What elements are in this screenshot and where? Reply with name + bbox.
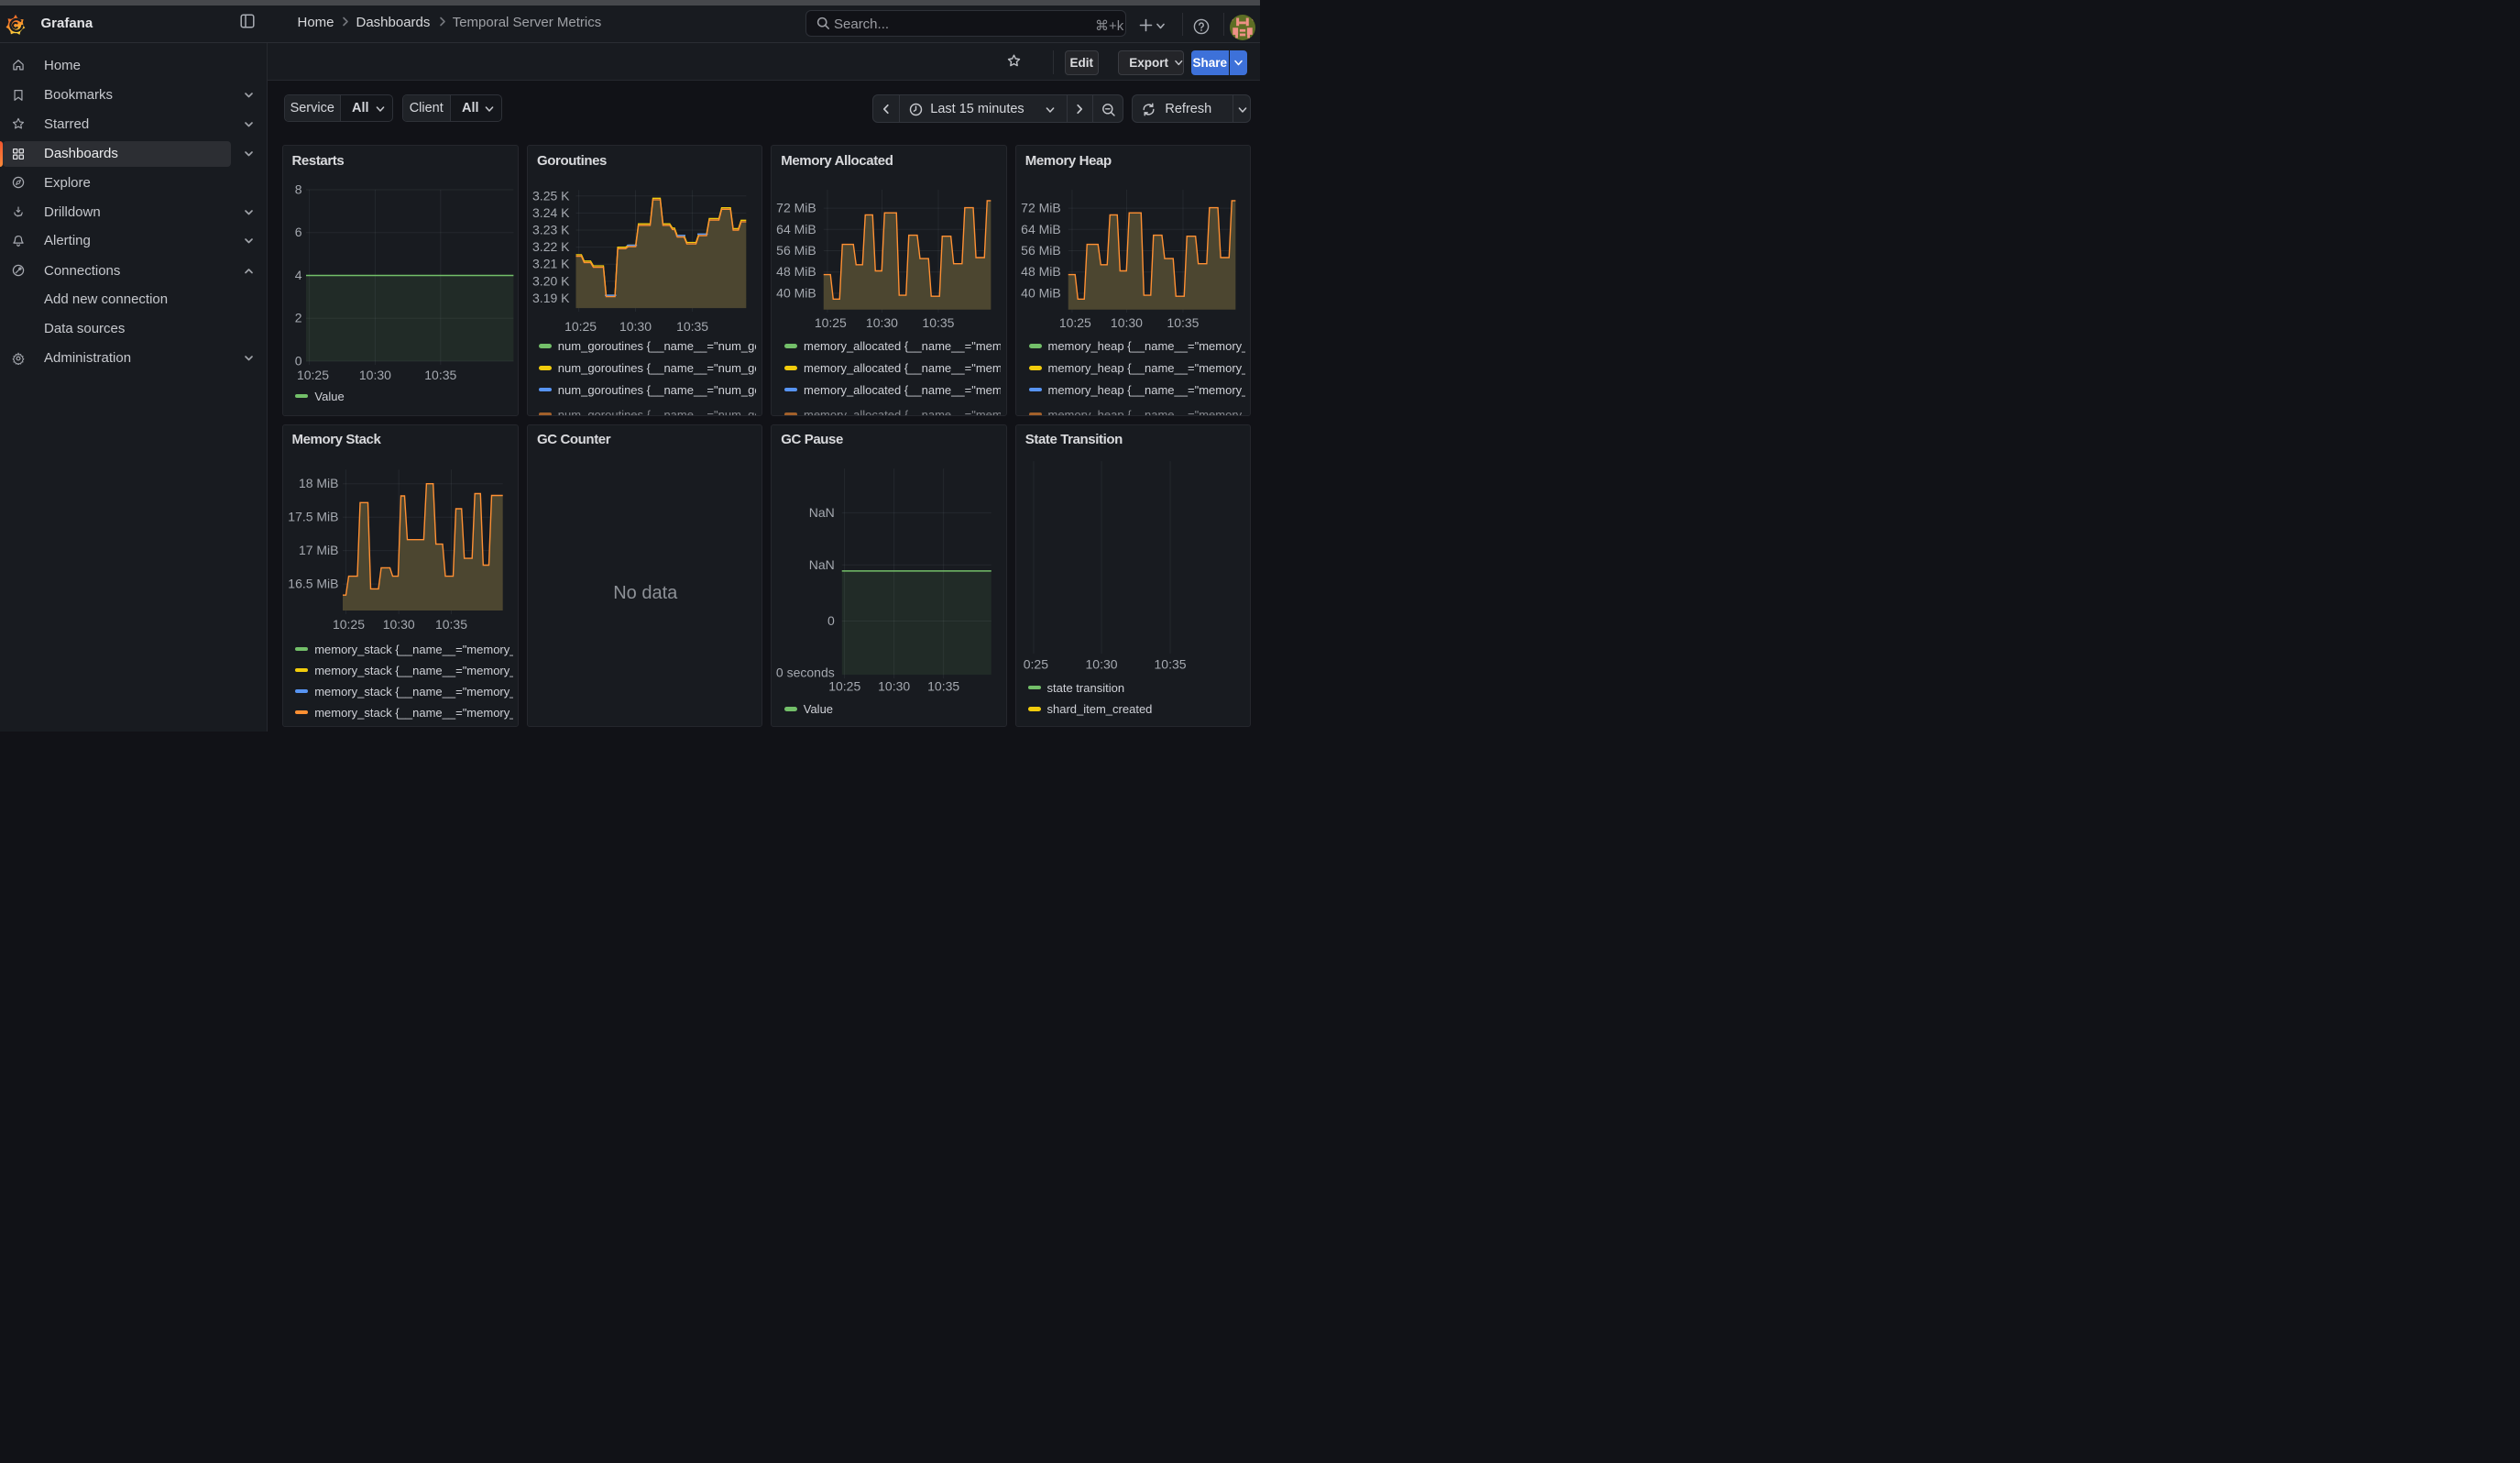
svg-text:10:30: 10:30 (382, 616, 414, 631)
svg-text:56 MiB: 56 MiB (776, 243, 816, 258)
svg-text:10:35: 10:35 (434, 616, 466, 631)
svg-text:64 MiB: 64 MiB (776, 222, 816, 236)
svg-text:40 MiB: 40 MiB (776, 285, 816, 300)
svg-text:0 seconds: 0 seconds (776, 665, 835, 679)
svg-text:64 MiB: 64 MiB (1021, 222, 1061, 236)
svg-text:10:30: 10:30 (1085, 656, 1117, 671)
svg-text:10:35: 10:35 (676, 319, 708, 334)
svg-text:10:35: 10:35 (424, 368, 456, 382)
svg-text:10:25: 10:25 (1059, 315, 1091, 330)
svg-text:10:30: 10:30 (1111, 315, 1143, 330)
svg-text:10:25: 10:25 (296, 368, 328, 382)
svg-text:17 MiB: 17 MiB (298, 543, 338, 557)
svg-text:8: 8 (294, 182, 301, 197)
svg-text:0:25: 0:25 (1024, 656, 1048, 671)
svg-text:3.20 K: 3.20 K (532, 273, 570, 288)
svg-text:10:35: 10:35 (1154, 656, 1186, 671)
svg-text:10:30: 10:30 (358, 368, 390, 382)
svg-text:10:30: 10:30 (619, 319, 652, 334)
svg-text:NaN: NaN (809, 556, 835, 571)
svg-text:10:30: 10:30 (878, 678, 910, 693)
svg-text:3.19 K: 3.19 K (532, 291, 570, 305)
svg-text:48 MiB: 48 MiB (1021, 264, 1061, 279)
svg-text:3.22 K: 3.22 K (532, 239, 570, 254)
svg-text:72 MiB: 72 MiB (776, 201, 816, 215)
svg-text:4: 4 (294, 268, 301, 282)
svg-text:40 MiB: 40 MiB (1021, 285, 1061, 300)
svg-text:NaN: NaN (809, 504, 835, 519)
svg-text:3.25 K: 3.25 K (532, 188, 570, 203)
svg-text:18 MiB: 18 MiB (298, 476, 338, 490)
svg-text:10:35: 10:35 (1167, 315, 1199, 330)
svg-text:10:25: 10:25 (564, 319, 597, 334)
svg-text:3.24 K: 3.24 K (532, 205, 570, 220)
svg-text:10:25: 10:25 (828, 678, 860, 693)
svg-text:10:25: 10:25 (815, 315, 847, 330)
svg-text:3.21 K: 3.21 K (532, 257, 570, 271)
svg-text:56 MiB: 56 MiB (1021, 243, 1061, 258)
svg-text:10:35: 10:35 (923, 315, 955, 330)
svg-text:16.5 MiB: 16.5 MiB (288, 576, 338, 590)
svg-text:48 MiB: 48 MiB (776, 264, 816, 279)
svg-text:10:35: 10:35 (927, 678, 959, 693)
svg-text:2: 2 (294, 311, 301, 325)
svg-text:6: 6 (294, 225, 301, 239)
svg-text:0: 0 (294, 353, 301, 368)
svg-text:0: 0 (827, 613, 835, 628)
svg-text:72 MiB: 72 MiB (1021, 201, 1061, 215)
svg-text:17.5 MiB: 17.5 MiB (288, 509, 338, 523)
svg-text:3.23 K: 3.23 K (532, 223, 570, 237)
svg-text:10:25: 10:25 (332, 616, 364, 631)
svg-text:10:30: 10:30 (866, 315, 898, 330)
